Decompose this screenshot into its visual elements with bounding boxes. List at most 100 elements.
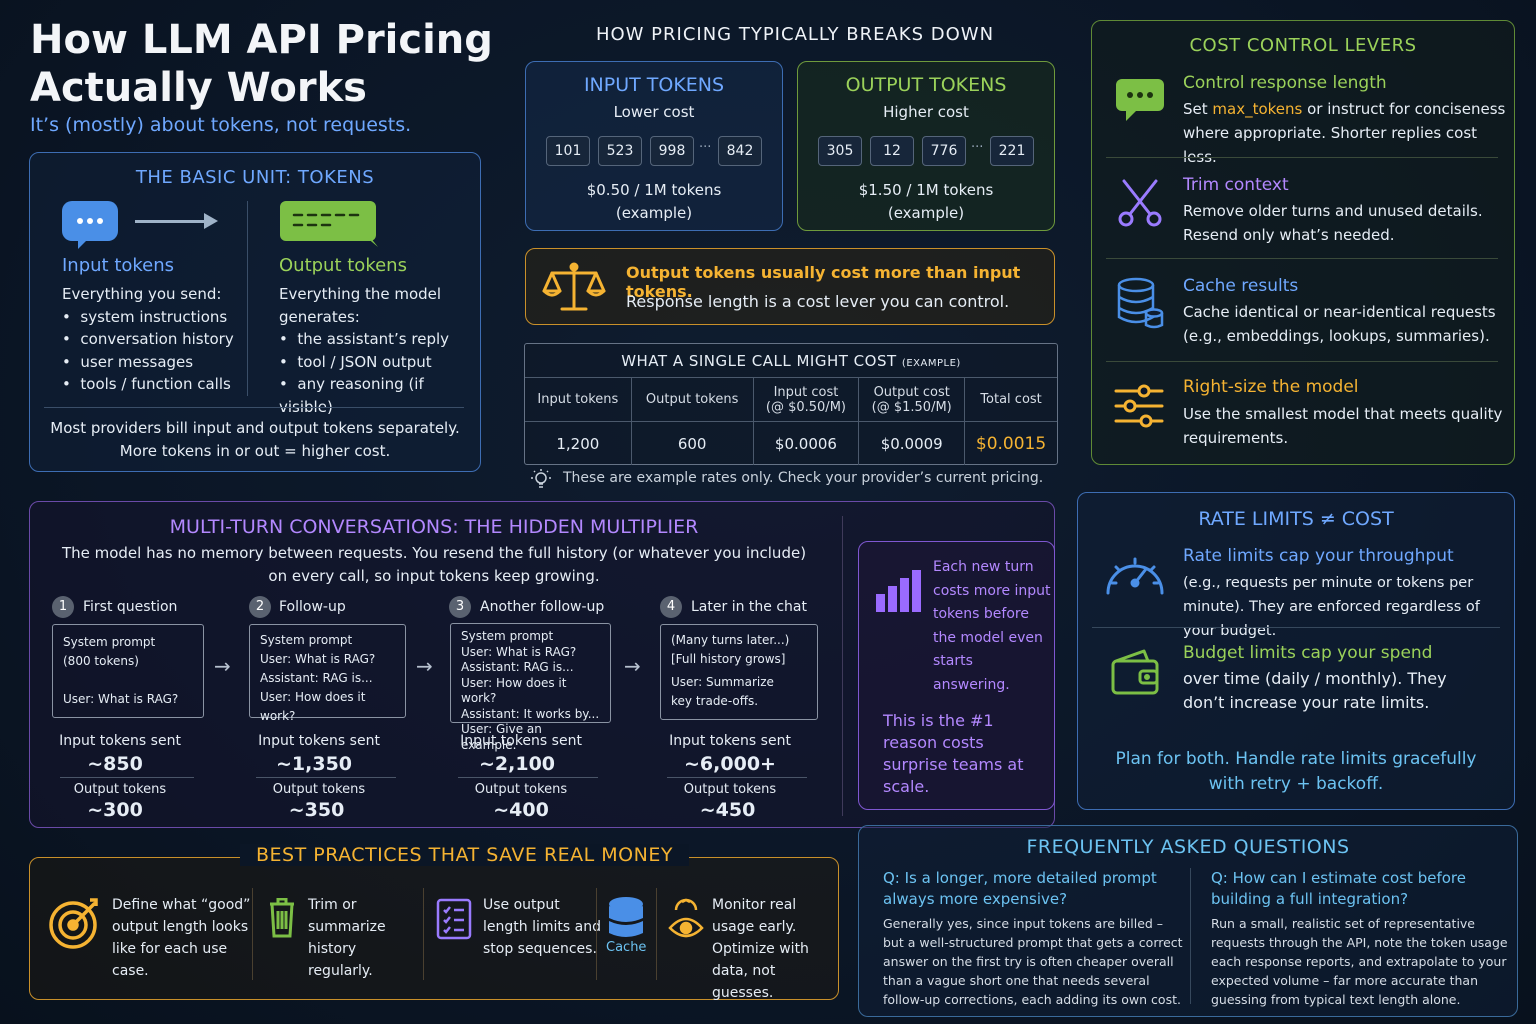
lightbulb-icon	[530, 468, 552, 496]
rate-limits-panel: RATE LIMITS ≠ COST Rate limits cap your …	[1077, 492, 1515, 810]
table-header: Total cost	[964, 377, 1057, 422]
token-ellipsis: ···	[971, 140, 984, 155]
input-pricing-box: INPUT TOKENS Lower cost 101 523 998 ··· …	[525, 61, 783, 231]
step-number: 2	[249, 596, 271, 618]
output-cost-notice: Output tokens usually cost more than inp…	[525, 248, 1055, 325]
token-chip: 776	[922, 136, 966, 166]
list-item: • any reasoning (if visible)	[279, 375, 424, 416]
gauge-icon	[1104, 549, 1166, 601]
input-sent-value: ~850	[87, 753, 143, 775]
input-chat-bubble-icon	[62, 201, 118, 249]
hidden-multiplier-callout: Each new turn costs more input tokens be…	[858, 541, 1055, 810]
wallet-icon	[1110, 647, 1160, 701]
input-tokens-intro: Everything you send:	[62, 285, 222, 303]
list-item: • tool / JSON output	[279, 352, 432, 371]
database-icon	[1116, 277, 1164, 335]
value-divider	[667, 777, 807, 778]
input-sent-value: ~6,000+	[684, 753, 776, 775]
table-row: 1,200 600 $0.0006 $0.0009 $0.0015	[525, 421, 1057, 465]
list-item: • tools / function calls	[62, 375, 231, 394]
step-number: 1	[52, 596, 74, 618]
lever-body: Cache identical or near-identical reques…	[1183, 303, 1496, 345]
token-chip: 221	[990, 136, 1034, 166]
multi-turn-divider	[842, 516, 843, 816]
rate-limits-title: RATE LIMITS ≠ COST	[1198, 508, 1394, 530]
flow-arrow-icon	[135, 220, 207, 223]
output-tokens-intro: Everything the model generates:	[279, 285, 442, 326]
budget-limit-heading: Budget limits cap your spend	[1183, 643, 1433, 663]
table-cell: 600	[630, 421, 754, 465]
lever-heading: Control response length	[1183, 73, 1387, 93]
best-practice-text: Monitor real usage early. Optimize with …	[712, 897, 809, 1001]
notice-headline: Output tokens usually cost more than inp…	[626, 263, 1021, 301]
table-header-row: Input tokens Output tokens Input cost (@ …	[525, 377, 1057, 422]
step-number: 4	[660, 596, 682, 618]
rate-limits-footer: Plan for both. Handle rate limits gracef…	[1115, 749, 1477, 794]
table-header: Output tokens	[630, 377, 754, 422]
lever-body: Use the smallest model that meets qualit…	[1183, 405, 1503, 447]
step-number: 3	[449, 596, 471, 618]
input-tokens-list: Everything you send: • system instructio…	[62, 283, 242, 396]
output-pricing-title: OUTPUT TOKENS	[845, 74, 1007, 96]
step-label: First question	[83, 599, 178, 615]
basic-unit-panel: THE BASIC UNIT: TOKENS Input tokens Ever…	[29, 152, 481, 472]
output-price: $1.50 / 1M tokens (example)	[858, 181, 994, 222]
notice-body: Response length is a cost lever you can …	[626, 292, 1010, 311]
value-divider	[60, 777, 194, 778]
lever-divider	[1106, 361, 1498, 362]
best-practice-divider	[656, 888, 657, 980]
single-call-cost-panel: WHAT A SINGLE CALL MIGHT COST (EXAMPLE) …	[524, 343, 1058, 465]
input-sent-value: ~2,100	[478, 753, 556, 775]
output-chat-bubble-icon	[280, 201, 378, 247]
eye-icon	[668, 898, 704, 946]
basic-unit-footer: Most providers bill input and output tok…	[50, 419, 460, 460]
multi-turn-title: MULTI-TURN CONVERSATIONS: THE HIDDEN MUL…	[169, 516, 699, 538]
flow-arrow-head-icon	[204, 213, 218, 229]
best-practice-divider	[596, 888, 597, 980]
list-item: • user messages	[62, 352, 194, 371]
checklist-icon	[436, 898, 472, 944]
best-practice-divider	[252, 888, 253, 980]
rate-divider	[1092, 627, 1500, 628]
list-item: • the assistant’s reply	[279, 330, 450, 349]
output-value: ~300	[87, 799, 143, 821]
token-chip: 305	[818, 136, 862, 166]
faq-answer: Run a small, realistic set of representa…	[1211, 916, 1508, 1007]
scale-icon	[542, 261, 606, 319]
faq-panel: FREQUENTLY ASKED QUESTIONS Q: Is a longe…	[858, 825, 1518, 1017]
best-practice-divider	[423, 888, 424, 980]
lever-heading: Right-size the model	[1183, 377, 1359, 397]
token-chip: 998	[650, 136, 694, 166]
trash-icon	[268, 897, 296, 942]
cost-control-panel: COST CONTROL LEVERS Control response len…	[1091, 20, 1515, 465]
page-subtitle: It’s (mostly) about tokens, not requests…	[30, 114, 412, 136]
rate-limit-body: (e.g., requests per minute or tokens per…	[1183, 575, 1480, 639]
table-header: Input cost (@ $0.50/M)	[752, 377, 859, 422]
token-chip: 523	[598, 136, 642, 166]
value-divider	[256, 777, 396, 778]
callout-text: Each new turn costs more input tokens be…	[933, 559, 1051, 693]
sliders-icon	[1114, 383, 1164, 433]
output-label: Output tokens	[272, 782, 366, 797]
cache-icon-label: Cache	[606, 940, 647, 955]
column-divider	[247, 201, 248, 396]
output-pricing-subtitle: Higher cost	[883, 103, 969, 121]
output-label: Output tokens	[683, 782, 777, 797]
input-sent-value: ~1,350	[275, 753, 353, 775]
step-arrow-icon: →	[214, 654, 231, 678]
multi-turn-description: The model has no memory between requests…	[61, 544, 807, 585]
faq-question: Q: Is a longer, more detailed prompt alw…	[883, 869, 1157, 908]
example-rates-note: These are example rates only. Check your…	[563, 470, 1044, 486]
output-label: Output tokens	[73, 782, 167, 797]
input-sent-label: Input tokens sent	[669, 733, 791, 749]
list-item: • conversation history	[62, 330, 234, 349]
input-pricing-subtitle: Lower cost	[613, 103, 695, 121]
step-history-box: System prompt User: What is RAG? Assistant…	[450, 623, 611, 752]
value-divider	[458, 777, 598, 778]
output-tokens-list: Everything the model generates: • the as…	[279, 283, 474, 419]
table-cell: 1,200	[525, 421, 632, 465]
token-chip: 842	[718, 136, 762, 166]
budget-limit-body: over time (daily / monthly). They don’t …	[1183, 669, 1447, 712]
step-history-box: (Many turns later...) [Full history grows…	[660, 624, 818, 720]
step-label: Later in the chat	[691, 599, 807, 615]
